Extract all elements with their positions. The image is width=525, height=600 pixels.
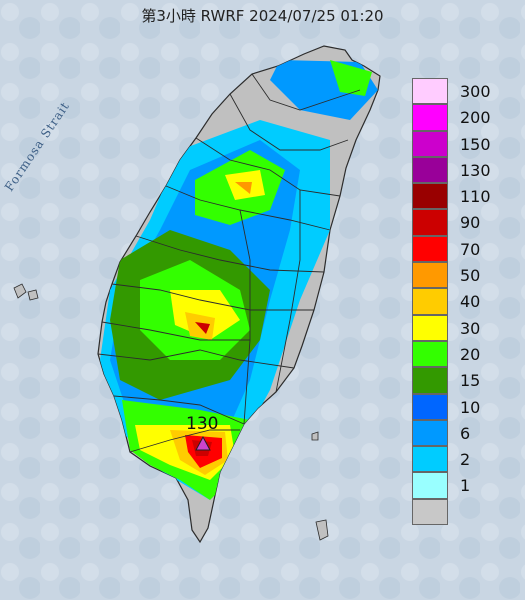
legend-swatch (412, 498, 448, 526)
legend-swatch (412, 472, 448, 499)
legend-label: 70 (460, 239, 481, 259)
legend-swatch (412, 183, 448, 210)
legend-row: 30 (412, 314, 520, 341)
legend-row: 15 (412, 367, 520, 394)
legend-row: 110 (412, 183, 520, 210)
legend-row: 2 (412, 446, 520, 473)
legend-label: 90 (460, 213, 481, 233)
legend-label: 130 (460, 160, 491, 180)
county-boundaries (97, 73, 361, 453)
legend-label: 50 (460, 266, 481, 286)
legend-label: 2 (460, 450, 471, 470)
legend-swatch (412, 393, 448, 420)
legend-row: 70 (412, 235, 520, 263)
legend-row: 20 (412, 340, 520, 368)
legend-swatch (412, 367, 448, 394)
legend-swatch (412, 78, 448, 105)
legend-row: 1 (412, 472, 520, 499)
legend-row: 6 (412, 419, 520, 447)
legend-label: 110 (460, 187, 491, 207)
legend-row: 300 (412, 78, 520, 105)
legend-label: 30 (460, 318, 481, 338)
legend-row (412, 498, 520, 526)
legend-swatch (412, 209, 448, 236)
offshore-islands (13, 283, 329, 541)
legend-label: 150 (460, 134, 491, 154)
legend-row: 150 (412, 130, 520, 157)
legend-label: 10 (460, 397, 481, 417)
legend-swatch (412, 446, 448, 473)
legend-swatch (412, 340, 448, 368)
legend-row: 90 (412, 209, 520, 236)
peak-value-label: 130 (186, 414, 219, 434)
triangle-marker-icon (195, 435, 211, 451)
legend-swatch (412, 419, 448, 447)
legend-swatch (412, 156, 448, 184)
legend-label: 1 (460, 476, 471, 496)
color-legend: 300 200 150 130 110 90 70 50 40 30 20 15 10 6 2 1 (412, 78, 520, 526)
legend-label: 20 (460, 344, 481, 364)
legend-label: 200 (460, 108, 491, 128)
legend-row: 50 (412, 262, 520, 289)
legend-swatch (412, 235, 448, 263)
legend-swatch (412, 130, 448, 157)
legend-swatch (412, 262, 448, 289)
legend-label: 40 (460, 292, 481, 312)
legend-row: 10 (412, 393, 520, 420)
legend-swatch (412, 288, 448, 315)
legend-row: 130 (412, 156, 520, 184)
legend-label: 6 (460, 423, 471, 443)
legend-swatch (412, 104, 448, 131)
legend-label: 300 (460, 82, 491, 101)
legend-label: 15 (460, 371, 481, 391)
legend-row: 200 (412, 104, 520, 131)
legend-swatch (412, 314, 448, 341)
legend-row: 40 (412, 288, 520, 315)
map-title: 第3小時 RWRF 2024/07/25 01:20 (141, 7, 384, 25)
